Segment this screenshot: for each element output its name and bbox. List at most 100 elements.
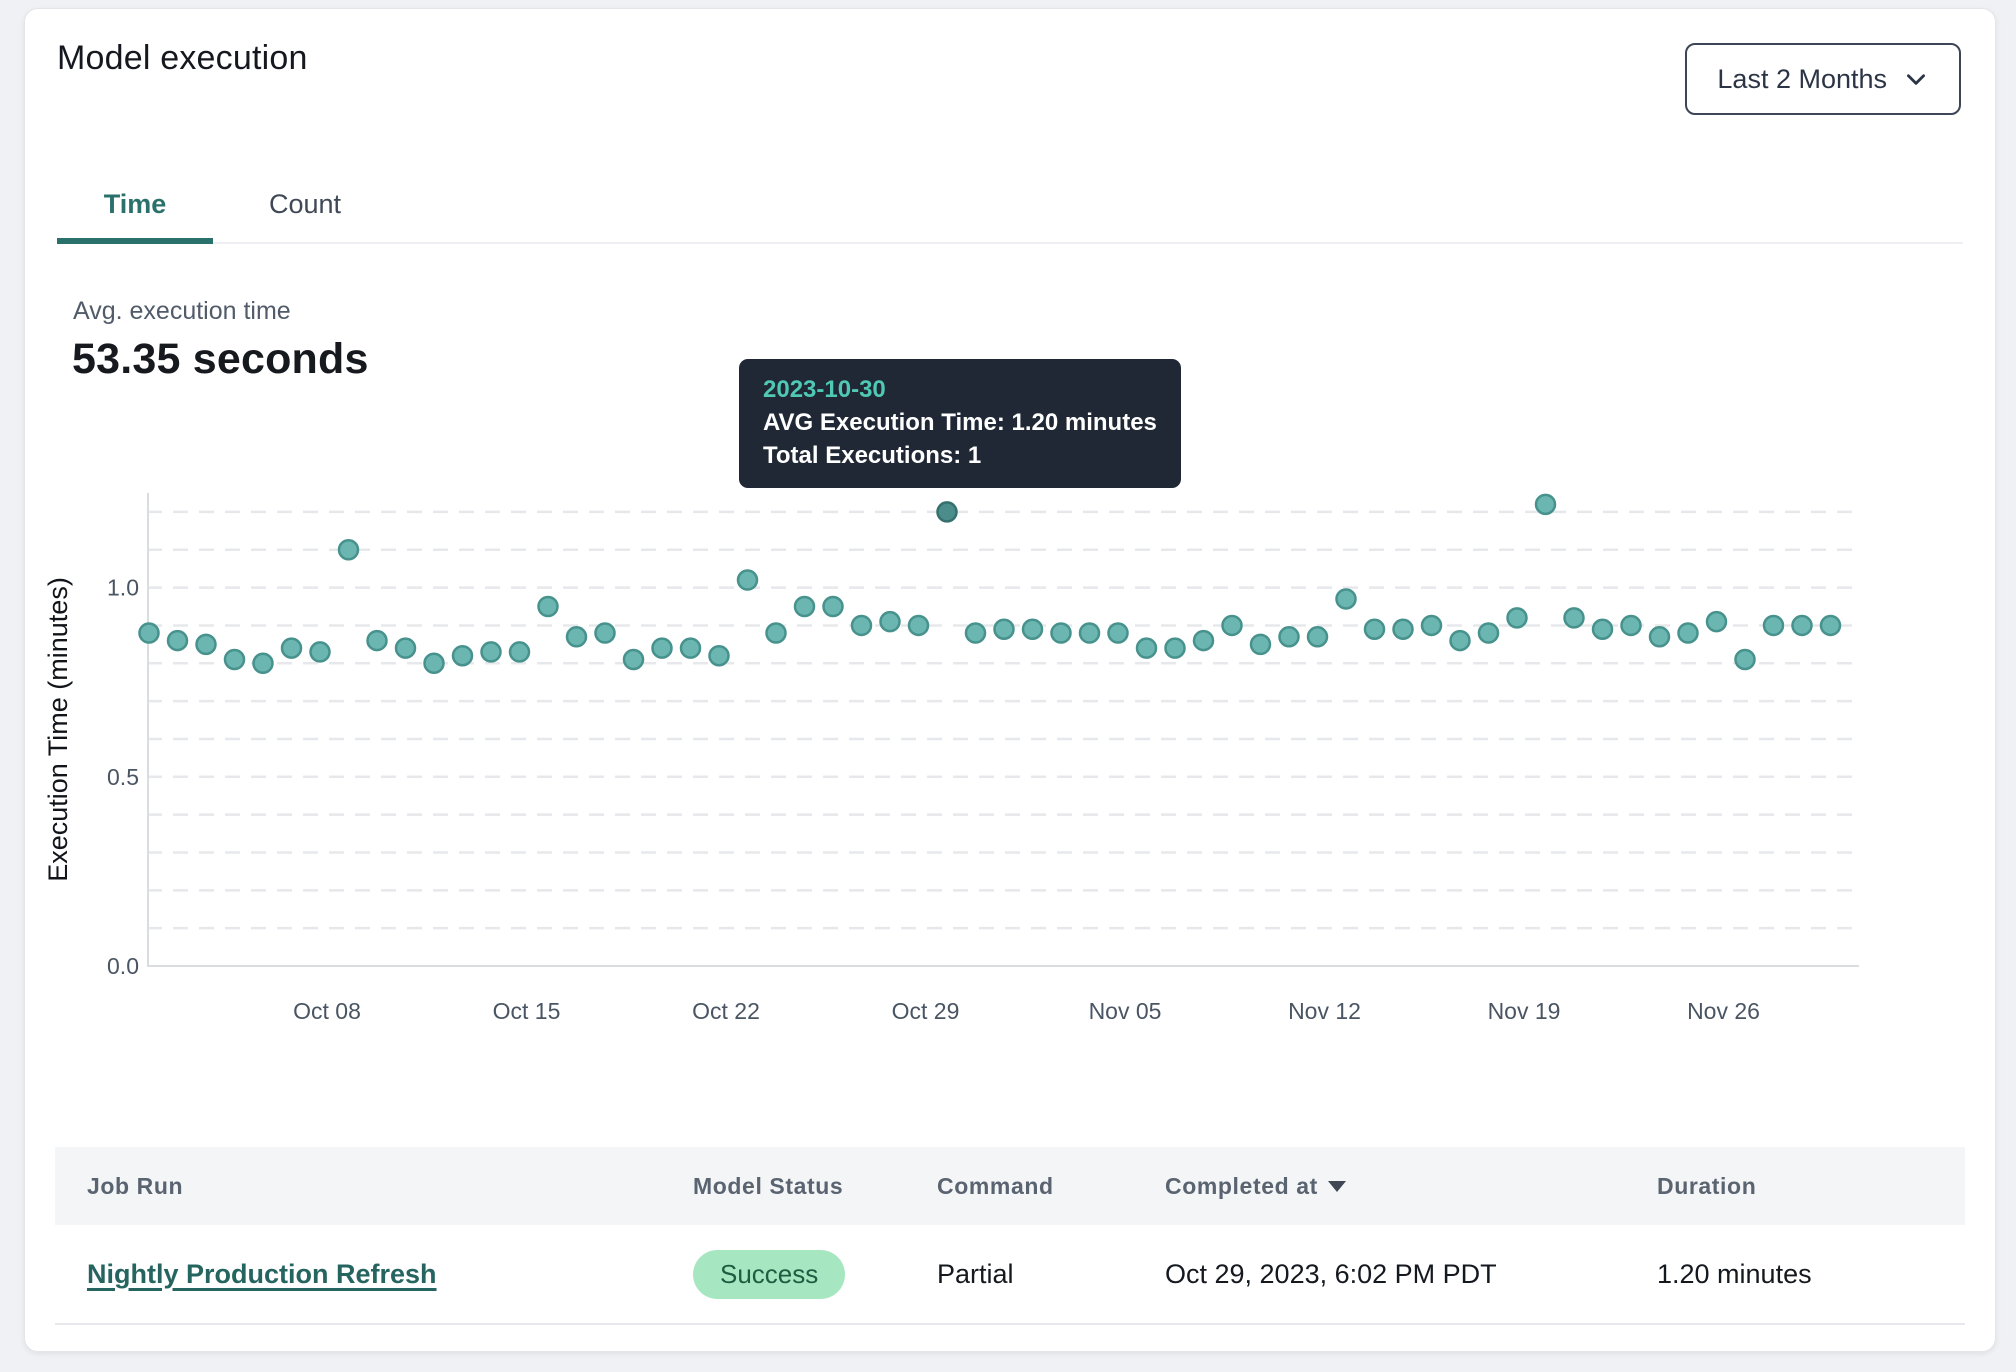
data-point[interactable] (622, 648, 645, 671)
data-point[interactable] (280, 637, 303, 659)
data-point[interactable] (1278, 626, 1300, 648)
data-point[interactable] (1705, 610, 1728, 633)
svg-text:Nov 12: Nov 12 (1288, 998, 1361, 1024)
page-title: Model execution (57, 39, 308, 77)
svg-text:Oct 29: Oct 29 (892, 998, 960, 1024)
data-point[interactable] (508, 641, 531, 663)
svg-text:Nov 19: Nov 19 (1488, 998, 1561, 1024)
data-point[interactable] (1078, 622, 1101, 644)
data-point[interactable] (1591, 618, 1614, 640)
column-header-completed-at[interactable]: Completed at (1133, 1173, 1625, 1200)
data-point[interactable] (1107, 622, 1129, 644)
svg-text:Nov 26: Nov 26 (1687, 998, 1760, 1024)
tooltip-avg-line: AVG Execution Time: 1.20 minutes (763, 409, 1157, 436)
data-point[interactable] (1791, 614, 1813, 637)
data-point[interactable] (1762, 614, 1785, 637)
data-point[interactable] (1819, 614, 1842, 637)
tab-bar: Time Count (57, 169, 1963, 244)
data-point[interactable] (594, 622, 616, 644)
svg-text:0.0: 0.0 (107, 953, 139, 979)
tab-time[interactable]: Time (57, 169, 213, 244)
svg-text:0.5: 0.5 (107, 764, 139, 790)
data-point[interactable] (1648, 626, 1671, 648)
column-header-model-status[interactable]: Model Status (693, 1172, 844, 1199)
svg-text:Oct 22: Oct 22 (692, 998, 760, 1024)
duration-cell: 1.20 minutes (1657, 1258, 1812, 1289)
data-point[interactable] (850, 614, 873, 637)
data-point[interactable] (822, 595, 844, 618)
tooltip-total-line: Total Executions: 1 (763, 442, 982, 469)
column-header-job-run[interactable]: Job Run (87, 1172, 184, 1199)
avg-execution-time-label: Avg. execution time (73, 297, 291, 325)
job-run-link[interactable]: Nightly Production Refresh (87, 1258, 437, 1289)
data-point[interactable] (1677, 622, 1699, 644)
data-point[interactable] (964, 622, 987, 644)
data-point[interactable] (1506, 607, 1528, 629)
data-point[interactable] (1221, 614, 1243, 637)
tooltip-date: 2023-10-30 (763, 376, 886, 403)
highlighted-data-point[interactable] (936, 501, 958, 523)
data-point[interactable] (1534, 493, 1557, 516)
data-point[interactable] (394, 637, 417, 659)
data-point[interactable] (1306, 626, 1329, 648)
column-header-duration[interactable]: Duration (1657, 1172, 1757, 1199)
model-execution-card: Model execution Last 2 Months Time Count… (24, 8, 1996, 1352)
svg-text:Nov 05: Nov 05 (1089, 998, 1162, 1024)
y-axis-title: Execution Time (minutes) (43, 577, 73, 882)
data-point[interactable] (1563, 607, 1585, 629)
data-point[interactable] (1477, 622, 1500, 644)
data-point[interactable] (1335, 588, 1357, 610)
command-cell: Partial (937, 1258, 1014, 1289)
data-point[interactable] (1449, 629, 1471, 652)
data-point[interactable] (309, 641, 331, 663)
data-point[interactable] (1050, 622, 1072, 644)
data-point[interactable] (651, 637, 673, 659)
data-point[interactable] (195, 633, 217, 656)
data-point[interactable] (565, 626, 588, 648)
data-point[interactable] (1249, 633, 1272, 656)
data-point[interactable] (793, 595, 816, 618)
svg-text:Oct 15: Oct 15 (493, 998, 561, 1024)
data-point[interactable] (223, 648, 246, 671)
data-point[interactable] (337, 539, 360, 561)
data-point[interactable] (1164, 637, 1186, 659)
data-point[interactable] (451, 644, 474, 667)
svg-text:1.0: 1.0 (107, 575, 139, 601)
data-point[interactable] (166, 629, 189, 652)
data-point[interactable] (366, 629, 388, 652)
data-point[interactable] (907, 614, 930, 637)
date-range-label: Last 2 Months (1717, 63, 1887, 94)
data-point[interactable] (423, 652, 445, 675)
chart-tooltip: 2023-10-30 AVG Execution Time: 1.20 minu… (739, 359, 1181, 488)
data-point[interactable] (1734, 648, 1756, 671)
data-point[interactable] (1392, 618, 1414, 640)
data-point[interactable] (1420, 614, 1443, 637)
status-badge: Success (693, 1249, 846, 1299)
column-header-command[interactable]: Command (937, 1172, 1054, 1199)
data-point[interactable] (679, 637, 702, 659)
table-row: Nightly Production Refresh Success Parti… (55, 1225, 1965, 1325)
data-point[interactable] (765, 622, 787, 644)
svg-text:Oct 08: Oct 08 (293, 998, 361, 1024)
data-point[interactable] (1135, 637, 1158, 659)
chevron-down-icon (1903, 66, 1929, 92)
table-header-row: Job Run Model Status Command Completed a… (55, 1147, 1965, 1225)
data-point[interactable] (1363, 618, 1386, 640)
data-point[interactable] (1620, 614, 1642, 637)
sort-desc-icon (1327, 1180, 1346, 1192)
data-point[interactable] (993, 618, 1015, 640)
data-point[interactable] (537, 595, 559, 618)
date-range-selector[interactable]: Last 2 Months (1685, 43, 1961, 115)
data-point[interactable] (1021, 618, 1044, 640)
data-point[interactable] (708, 644, 730, 667)
data-point[interactable] (736, 569, 759, 591)
avg-execution-time-value: 53.35 seconds (72, 335, 369, 383)
data-point[interactable] (252, 652, 274, 675)
job-runs-table: Job Run Model Status Command Completed a… (55, 1147, 1965, 1325)
execution-time-scatter-chart[interactable]: 0.0 0.5 1.0 Execution Time (minutes) Oct 08 O… (25, 453, 1997, 1037)
tab-count[interactable]: Count (268, 189, 342, 219)
data-point[interactable] (138, 622, 160, 644)
data-point[interactable] (480, 641, 502, 663)
data-point[interactable] (1192, 629, 1215, 652)
data-point[interactable] (879, 610, 901, 633)
